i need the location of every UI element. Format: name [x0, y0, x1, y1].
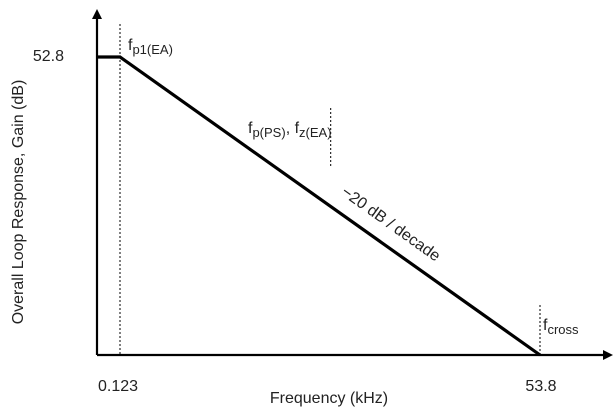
- fps-annotation: fp(PS), fz(EA): [248, 120, 332, 140]
- y-tick-label: 52.8: [33, 48, 64, 65]
- gain-series-line: [97, 55, 541, 357]
- x-tick-label: 0.123: [98, 378, 138, 395]
- fcross-annotation: fcross: [543, 317, 579, 337]
- fp1-annotation: fp1(EA): [128, 37, 173, 57]
- x-tick-label: 53.8: [525, 378, 556, 395]
- x-axis-label: Frequency (kHz): [270, 390, 388, 407]
- y-axis-label: Overall Loop Response, Gain (dB): [10, 80, 27, 325]
